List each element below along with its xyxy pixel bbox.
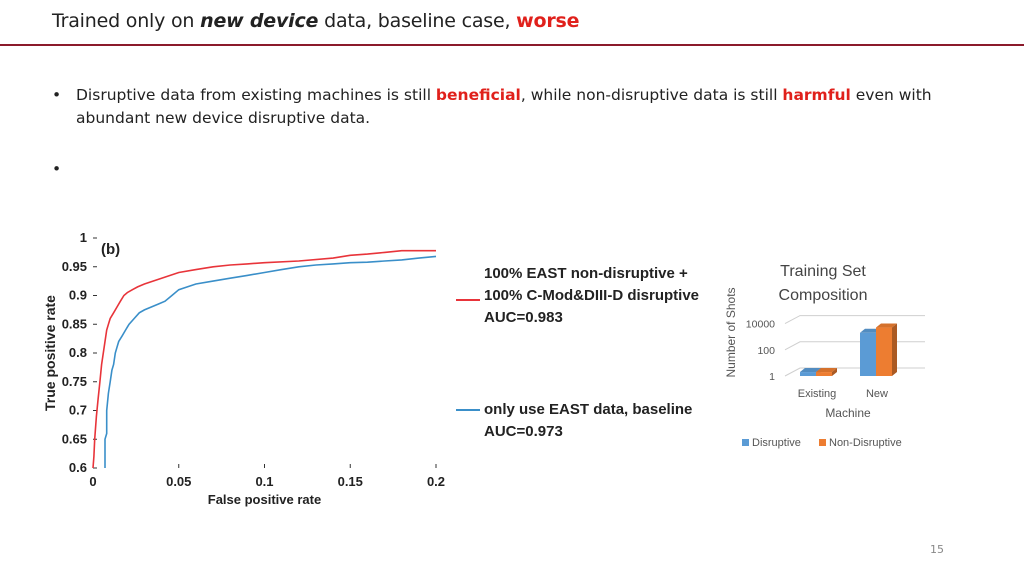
x-tick-label: New — [866, 388, 888, 400]
bullet-item-empty: • — [50, 158, 950, 181]
slide-title: Trained only on new device data, baselin… — [52, 10, 580, 32]
legend-swatch — [742, 439, 749, 446]
y-tick-label: 0.8 — [69, 345, 87, 360]
bar-top — [876, 323, 897, 328]
legend-label: 100% EAST non-disruptive + — [484, 265, 688, 282]
legend-label: Disruptive — [752, 437, 801, 449]
bullet-highlight: beneficial — [435, 86, 521, 104]
y-tick-label: 10000 — [746, 319, 775, 331]
x-tick-label: 0 — [89, 474, 96, 489]
gridline — [784, 315, 925, 325]
y-tick-label: 1 — [769, 371, 775, 383]
title-bar: Trained only on new device data, baselin… — [0, 0, 1024, 46]
roc-curve-red — [92, 249, 436, 469]
bullet-dot: • — [52, 86, 62, 104]
legend-label: AUC=0.973 — [484, 423, 563, 440]
x-axis-label: False positive rate — [208, 492, 321, 507]
page-number: 15 — [930, 543, 944, 556]
bar-top — [860, 328, 881, 333]
bar-top — [800, 368, 821, 373]
roc-curve-blue — [104, 255, 437, 468]
x-tick-label: Existing — [798, 388, 837, 400]
y-tick-label: 0.7 — [69, 403, 87, 418]
legend-label: Non-Disruptive — [829, 437, 902, 449]
bar-chart-title-line: Training Set — [780, 263, 866, 280]
bullet-text: Disruptive data from existing machines i… — [76, 86, 436, 104]
y-tick-label: 1 — [80, 230, 87, 245]
bar-side — [832, 368, 837, 376]
legend-swatch — [819, 439, 826, 446]
training-set-bar-chart: Training Set Composition 1 100 10000 Number o… — [724, 263, 925, 449]
x-tick-label: 0.1 — [255, 474, 273, 489]
y-tick-label: 0.85 — [62, 316, 87, 331]
bullet-list: • Disruptive data from existing machines… — [50, 84, 950, 181]
y-axis-label: True positive rate — [42, 295, 58, 411]
y-axis-label: Number of Shots — [724, 287, 738, 377]
x-axis-label: Machine — [825, 406, 871, 420]
y-tick-label: 0.6 — [69, 460, 87, 475]
bar — [860, 332, 876, 376]
legend-label: 100% C-Mod&DIII-D disruptive — [484, 287, 699, 304]
roc-chart: 0 0.05 0.1 0.15 0.2 0.6 0.65 0.7 0.75 0.8 0.85 0.9 0… — [42, 230, 699, 507]
bar — [800, 372, 816, 376]
y-tick-label: 0.95 — [62, 259, 87, 274]
bullet-dot: • — [52, 160, 62, 178]
x-tick-label: 0.05 — [166, 474, 191, 489]
y-tick-label: 100 — [757, 345, 775, 357]
bar-chart-title-line: Composition — [779, 287, 868, 304]
y-tick-label: 0.65 — [62, 431, 87, 446]
y-tick-label: 0.9 — [69, 288, 87, 303]
y-tick-label: 0.75 — [62, 374, 87, 389]
bullet-text: even with abundant new device disruptive… — [76, 86, 932, 127]
title-highlight: worse — [516, 10, 580, 32]
title-prefix: Trained only on — [52, 10, 201, 32]
bullet-highlight: harmful — [782, 86, 851, 104]
x-tick-label: 0.15 — [338, 474, 363, 489]
bullet-item: • Disruptive data from existing machines… — [50, 84, 950, 130]
bar-top — [816, 368, 837, 373]
legend-label: only use EAST data, baseline — [484, 401, 692, 418]
bullet-text: , while non-disruptive data is still — [520, 86, 783, 104]
legend-label: AUC=0.983 — [484, 309, 563, 326]
panel-label: (b) — [101, 241, 120, 258]
x-tick-label: 0.2 — [427, 474, 445, 489]
bar — [876, 327, 892, 376]
title-middle: data, baseline case, — [318, 10, 517, 32]
bar-side — [892, 323, 897, 376]
gridline — [784, 341, 925, 351]
title-emphasis: new device — [200, 10, 319, 32]
bar — [816, 372, 832, 376]
